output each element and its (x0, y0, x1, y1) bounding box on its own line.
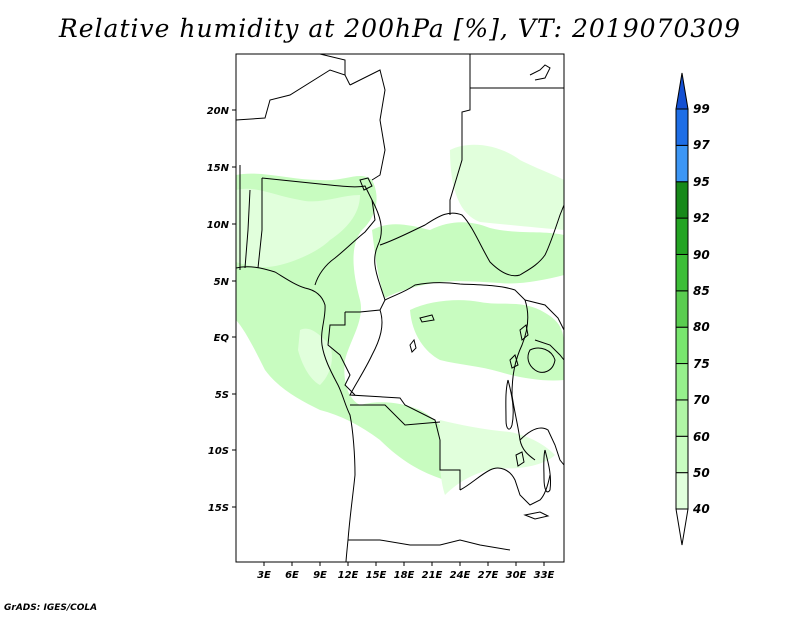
lon-tick-label: 33E (534, 570, 555, 581)
colorbar-cell-bottom (675, 508, 689, 546)
lon-tick-label: 24E (450, 570, 471, 581)
lon-tick-label: 3E (257, 570, 271, 581)
border-north-5 (319, 54, 346, 75)
colorbar-label: 92 (693, 211, 710, 225)
coastline-west (236, 266, 356, 562)
humidity-region-south (439, 420, 555, 495)
humidity-region-south-west (298, 328, 332, 385)
colorbar-cell (675, 326, 689, 365)
lon-tick-label: 6E (285, 570, 299, 581)
colorbar-label: 40 (692, 502, 710, 516)
colorbar-cell (675, 399, 689, 437)
lake-albert (519, 324, 529, 341)
lat-tick-labels: 20N 15N 10N 5N EQ 5S 10S 15S (207, 106, 230, 514)
lat-tick-label: 15N (207, 163, 230, 174)
colorbar-label: 60 (693, 430, 710, 444)
humidity-fill (236, 144, 564, 495)
lat-tick-label: 5N (214, 277, 230, 288)
lat-tick-label: 5S (215, 390, 229, 401)
coastline-north-east (529, 64, 551, 81)
border-nigeria (261, 177, 376, 286)
border-south-sudan (519, 204, 564, 276)
lake-malawi (543, 449, 551, 493)
colorbar-label: 75 (693, 357, 710, 371)
border-north-1 (236, 69, 351, 121)
humidity-region-central (372, 222, 564, 298)
lon-tick-label: 30E (506, 570, 527, 581)
colorbar-cell (675, 472, 689, 510)
border-congo (327, 312, 356, 396)
border-west-2 (244, 189, 251, 269)
humidity-region-congo (410, 300, 564, 381)
small-lake-4 (523, 511, 550, 520)
lon-tick-label: 12E (338, 570, 359, 581)
lon-tick-label: 9E (313, 570, 327, 581)
border-drc-west (349, 309, 461, 490)
lake-kivu (509, 354, 519, 369)
humidity-region-west-inner (236, 188, 360, 268)
border-west-1 (257, 178, 263, 269)
border-car-south (384, 282, 526, 301)
lake-chad (359, 177, 373, 191)
lat-tick-label: EQ (214, 333, 230, 344)
colorbar-cell (675, 290, 689, 328)
colorbar-label: 90 (693, 248, 710, 262)
map-frame (235, 53, 565, 563)
lon-tick-label: 27E (478, 570, 499, 581)
lat-tick-label: 20N (207, 106, 230, 117)
lon-tick-labels: 3E 6E 9E 12E 15E 18E 21E 24E 27E 30E 33E (257, 570, 554, 581)
lake-victoria (527, 347, 556, 373)
country-borders (236, 54, 564, 562)
humidity-region-north-east (450, 144, 564, 230)
colorbar-label: 50 (693, 466, 710, 480)
lake-tanganyika (505, 379, 514, 430)
border-angola-south (348, 539, 511, 551)
border-zambia (459, 467, 551, 506)
colorbar-label: 80 (693, 320, 710, 334)
map-title: Relative humidity at 200hPa [%], VT: 201… (58, 14, 742, 43)
colorbar-cell (675, 181, 689, 219)
border-north-2 (349, 69, 386, 181)
lat-tick-label: 10N (207, 220, 230, 231)
colorbar-cell (675, 435, 689, 474)
border-east-2 (524, 299, 564, 331)
border-car-north (379, 212, 521, 277)
lon-tick-label: 18E (394, 570, 415, 581)
border-east-1 (511, 299, 536, 461)
small-lake-2 (409, 338, 417, 353)
colorbar-cell (675, 144, 689, 183)
small-lake-1 (419, 314, 435, 323)
lon-tick-label: 15E (366, 570, 387, 581)
border-cameroon (345, 199, 386, 313)
colorbar-label: 70 (693, 393, 710, 407)
colorbar-cell (675, 253, 689, 292)
colorbar-cell-top (675, 72, 689, 110)
colorbar-label: 97 (693, 138, 710, 152)
colorbar-cell (675, 108, 689, 146)
colorbar-label: 95 (693, 175, 710, 189)
lat-axis (232, 109, 236, 508)
colorbar-labels: 40 50 60 70 75 80 85 90 92 95 97 99 (692, 102, 710, 516)
credit-label: GrADS: IGES/COLA (4, 603, 98, 613)
lon-tick-label: 21E (422, 570, 443, 581)
colorbar-label: 85 (693, 284, 710, 298)
colorbar-label: 99 (693, 102, 710, 116)
colorbar-cells (675, 72, 689, 546)
lat-tick-label: 10S (208, 446, 229, 457)
colorbar-cell (675, 363, 689, 401)
border-angola (350, 404, 441, 426)
colorbar-cell (675, 217, 689, 255)
border-east-3 (534, 339, 564, 361)
border-north-3 (449, 54, 471, 215)
colorbar: 40 50 60 70 75 80 85 90 92 95 97 99 (675, 72, 710, 546)
small-lake-3 (515, 451, 525, 467)
border-tanzania (519, 427, 564, 466)
lon-axis (263, 562, 545, 566)
lat-tick-label: 15S (208, 503, 229, 514)
